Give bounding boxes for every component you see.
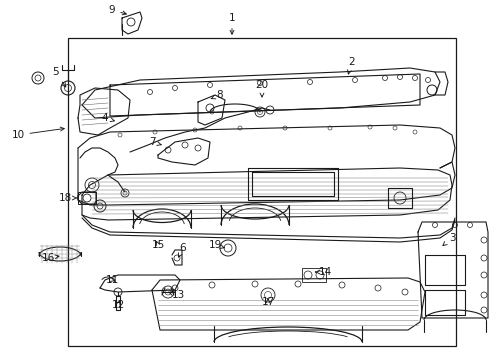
Text: 19: 19: [208, 240, 224, 250]
Text: 8: 8: [211, 90, 223, 100]
Text: 2: 2: [347, 57, 355, 74]
Bar: [302, 268, 326, 282]
Text: 5: 5: [51, 67, 66, 87]
Text: 6: 6: [178, 243, 186, 257]
Text: 12: 12: [111, 300, 124, 310]
Text: 16: 16: [41, 253, 59, 263]
Text: 9: 9: [109, 5, 126, 15]
Text: 3: 3: [443, 233, 455, 246]
Text: 11: 11: [105, 275, 119, 285]
Text: 14: 14: [316, 267, 332, 277]
Text: 10: 10: [11, 127, 64, 140]
Text: 13: 13: [169, 290, 185, 300]
Bar: [78, 192, 96, 204]
Text: 18: 18: [58, 193, 77, 203]
Bar: [68, 38, 456, 346]
Text: 20: 20: [255, 80, 269, 97]
Text: 7: 7: [148, 137, 161, 147]
Text: 1: 1: [229, 13, 235, 34]
Text: 15: 15: [151, 240, 165, 250]
Text: 4: 4: [102, 113, 114, 123]
Text: 17: 17: [261, 297, 274, 307]
